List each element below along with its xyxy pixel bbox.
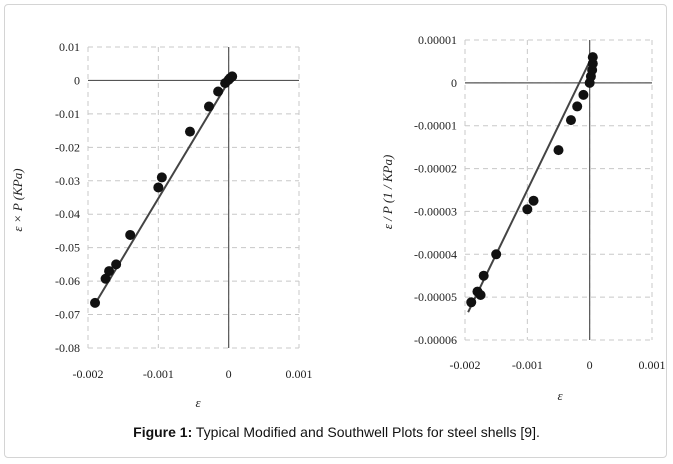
left-x-tick-label: 0.001 xyxy=(286,367,313,381)
left-x-tick-label: 0 xyxy=(226,367,232,381)
right-y-axis-label: ε / P (1 / KPa) xyxy=(380,155,395,230)
left-x-tick-label: -0.002 xyxy=(73,367,104,381)
right-data-point xyxy=(491,249,502,260)
caption-label: Figure 1: xyxy=(133,424,193,440)
right-data-point xyxy=(572,101,583,112)
left-data-point xyxy=(111,259,122,270)
left-y-tick-label: -0.08 xyxy=(55,341,80,355)
left-x-tick-label: -0.001 xyxy=(143,367,174,381)
left-data-point xyxy=(213,86,224,97)
right-data-point xyxy=(528,195,539,206)
left-y-tick-label: 0.01 xyxy=(59,40,80,54)
right-x-tick-label: -0.001 xyxy=(512,358,543,372)
right-data-point xyxy=(553,145,564,156)
left-chart: 0.01 0 -0.01 -0.02 -0.03 -0.04 -0.05 -0.06 -0.07… xyxy=(10,40,313,410)
right-data-point xyxy=(466,297,477,308)
right-x-axis-label: ε xyxy=(557,388,563,403)
right-data-point xyxy=(522,204,533,215)
right-data-point xyxy=(475,290,486,300)
left-x-axis-label: ε xyxy=(195,395,201,410)
right-y-tick-label: -0.00004 xyxy=(414,247,457,261)
left-y-tick-label: -0.07 xyxy=(55,308,80,322)
right-x-tick-label: 0 xyxy=(587,358,593,372)
right-y-tick-label: -0.00001 xyxy=(414,119,457,133)
right-y-tick-label: 0 xyxy=(451,76,457,90)
right-x-tick-label: -0.002 xyxy=(450,358,481,372)
left-data-point xyxy=(153,182,164,193)
left-y-tick-label: -0.03 xyxy=(55,174,80,188)
right-data-point xyxy=(587,52,598,63)
left-y-tick-label: -0.05 xyxy=(55,241,80,255)
left-y-tick-label: -0.01 xyxy=(55,107,80,121)
right-data-point xyxy=(578,89,589,100)
left-data-point xyxy=(203,101,214,112)
right-y-tick-label: -0.00005 xyxy=(414,290,457,304)
right-y-tick-label: -0.00002 xyxy=(414,162,457,176)
left-y-tick-label: -0.04 xyxy=(55,207,80,221)
left-y-axis-label: ε × P (KPa) xyxy=(10,168,25,231)
right-y-tick-label: 0.00001 xyxy=(418,33,457,47)
left-data-point xyxy=(156,172,167,183)
right-trendline xyxy=(467,54,594,313)
figure-frame xyxy=(4,4,667,458)
left-y-tick-label: -0.06 xyxy=(55,274,80,288)
right-data-point xyxy=(565,115,576,126)
right-chart: 0.00001 0 -0.00001 -0.00002 -0.00003 -0.00004… xyxy=(380,33,666,403)
left-y-tick-label: 0 xyxy=(74,73,80,87)
right-y-tick-label: -0.00003 xyxy=(414,204,457,218)
left-data-point xyxy=(90,297,101,308)
right-y-tick-label: -0.00006 xyxy=(414,333,457,347)
right-data-point xyxy=(478,270,489,281)
left-data-point xyxy=(104,266,115,277)
left-data-point xyxy=(227,71,238,82)
left-data-point xyxy=(125,229,136,240)
caption-text: Typical Modified and Southwell Plots for… xyxy=(195,424,540,440)
left-data-point xyxy=(184,126,195,137)
left-data-point xyxy=(100,273,111,284)
right-x-tick-label: 0.001 xyxy=(639,358,666,372)
left-y-tick-label: -0.02 xyxy=(55,140,80,154)
figure-caption: Figure 1: Typical Modified and Southwell… xyxy=(0,424,673,440)
